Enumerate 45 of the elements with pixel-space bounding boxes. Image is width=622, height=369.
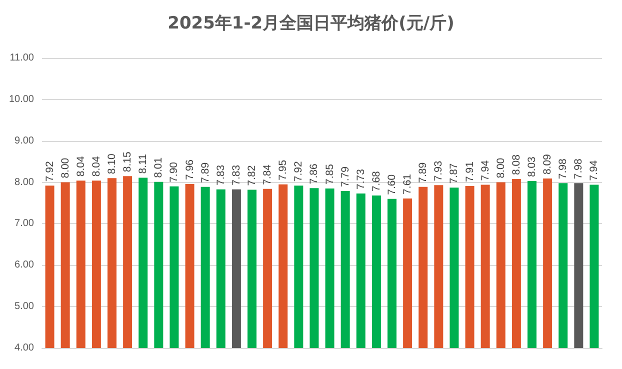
y-tick-label: 5.00 (14, 301, 34, 312)
data-label: 8.00 (59, 158, 72, 178)
data-label: 7.79 (339, 166, 352, 187)
y-tick-label: 4.00 (14, 342, 34, 354)
data-label: 8.03 (526, 156, 538, 178)
y-tick-label: 9.00 (14, 135, 34, 146)
data-label: 8.09 (542, 154, 554, 175)
data-label: 7.83 (230, 164, 242, 186)
data-label: 7.91 (464, 161, 476, 182)
chart-title: 2025年1-2月全国日平均猪价(元/斤) (168, 14, 454, 34)
data-label: 7.68 (370, 170, 382, 192)
data-label: 7.95 (277, 160, 290, 180)
data-label: 8.00 (494, 158, 507, 178)
data-label: 7.86 (308, 163, 320, 184)
data-label: 7.96 (184, 159, 196, 180)
data-label: 7.98 (572, 158, 585, 180)
data-label: 8.04 (74, 156, 87, 177)
data-label: 7.87 (448, 163, 460, 184)
data-label: 8.08 (510, 154, 522, 175)
data-label: 7.89 (417, 162, 430, 183)
data-label: 7.73 (354, 168, 367, 190)
data-label: 8.11 (137, 154, 150, 174)
data-label: 8.15 (122, 151, 134, 172)
y-tick-label: 11.00 (10, 52, 34, 64)
data-label: 7.98 (557, 158, 570, 180)
y-tick-label: 6.00 (14, 260, 34, 271)
data-label: 8.10 (106, 154, 118, 174)
y-tick-label: 8.00 (14, 176, 34, 188)
data-label: 7.83 (214, 164, 227, 186)
y-tick-label: 7.00 (14, 218, 34, 230)
data-label: 7.60 (386, 174, 398, 195)
data-label: 7.61 (402, 174, 414, 194)
data-label: 7.82 (246, 165, 258, 186)
data-label: 7.92 (44, 161, 56, 182)
data-label: 7.90 (168, 162, 180, 182)
data-label: 7.92 (292, 161, 305, 182)
data-label: 8.04 (90, 156, 102, 177)
data-label: 7.89 (199, 162, 212, 183)
data-label: 7.94 (479, 160, 492, 181)
data-label: 7.94 (588, 160, 600, 181)
data-label: 7.84 (262, 164, 274, 185)
y-tick-label: 10.00 (8, 94, 34, 105)
data-label: 7.85 (324, 164, 336, 184)
data-label: 8.01 (152, 157, 165, 178)
data-label: 7.93 (432, 160, 445, 182)
